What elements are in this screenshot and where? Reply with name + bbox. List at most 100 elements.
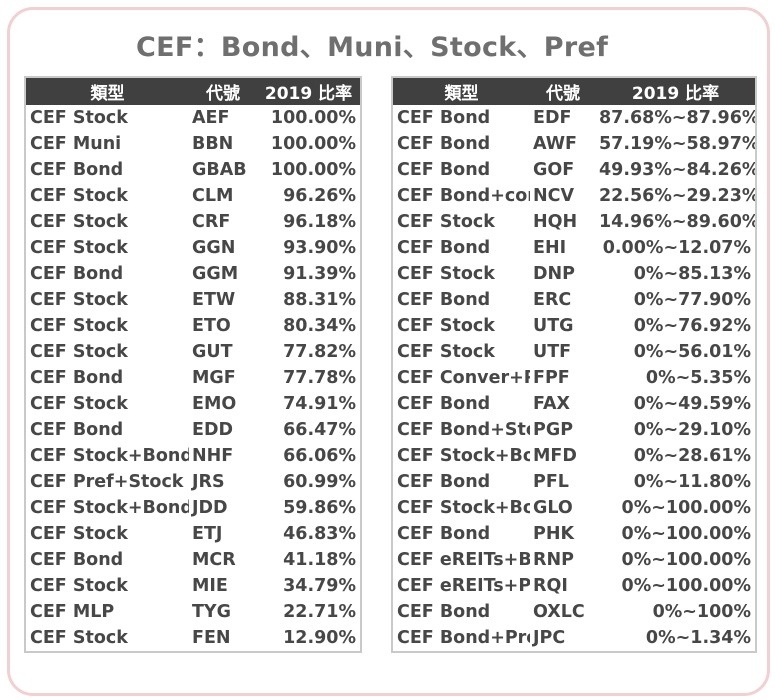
code-cell: CRF bbox=[192, 212, 231, 232]
rate-cell: 0%~100.00% bbox=[621, 524, 751, 544]
table-row: CEF Bond OXLC 0%~100% bbox=[392, 599, 756, 625]
rate-cell: 96.18% bbox=[283, 212, 356, 232]
table-row: CEF Bond MGF 77.78% bbox=[25, 365, 361, 391]
code-cell: FPF bbox=[533, 368, 570, 388]
table-row: CEF Stock UTF 0%~56.01% bbox=[392, 339, 756, 365]
code-cell: DNP bbox=[533, 264, 575, 284]
table-row: CEF Stock+Bond NHF 66.06% bbox=[25, 443, 361, 469]
rate-cell: 0%~100.00% bbox=[621, 498, 751, 518]
right-table-header: 類型 代號 2019 比率 bbox=[392, 77, 756, 105]
rate-cell: 59.86% bbox=[283, 498, 356, 518]
right-table: 類型 代號 2019 比率 CEF Bond EDF 87.68%~87.96% CE… bbox=[391, 76, 757, 653]
code-cell: BBN bbox=[192, 134, 234, 154]
rate-cell: 0%~100.00% bbox=[621, 550, 751, 570]
code-cell: EHI bbox=[533, 238, 567, 258]
type-cell: CEF Stock bbox=[30, 238, 128, 258]
code-cell: GUT bbox=[192, 342, 233, 362]
type-cell: CEF Stock bbox=[30, 316, 128, 336]
header-rate: 2019 比率 bbox=[257, 77, 361, 105]
type-cell: CEF Stock bbox=[30, 342, 128, 362]
table-row: CEF Bond PHK 0%~100.00% bbox=[392, 521, 756, 547]
rate-cell: 80.34% bbox=[283, 316, 356, 336]
type-cell: CEF Stock bbox=[30, 394, 128, 414]
code-cell: EDD bbox=[192, 420, 234, 440]
table-row: CEF Stock AEF 100.00% bbox=[25, 105, 361, 131]
type-cell: CEF Stock bbox=[30, 108, 128, 128]
code-cell: FEN bbox=[192, 628, 231, 648]
table-row: CEF Stock+BonGLO 0%~100.00% bbox=[392, 495, 756, 521]
code-cell: MGF bbox=[192, 368, 236, 388]
table-row: CEF Pref+Stock JRS 60.99% bbox=[25, 469, 361, 495]
rate-cell: 0%~76.92% bbox=[633, 316, 751, 336]
code-cell: AEF bbox=[192, 108, 230, 128]
type-cell: CEF Bond bbox=[397, 524, 491, 544]
table-row: CEF Stock GGN 93.90% bbox=[25, 235, 361, 261]
type-cell: CEF Pref+Stock bbox=[30, 472, 184, 492]
table-row: CEF Stock ETJ 46.83% bbox=[25, 521, 361, 547]
table-row: CEF Bond EDD 66.47% bbox=[25, 417, 361, 443]
code-cell: MIE bbox=[192, 576, 228, 596]
rate-cell: 0%~100% bbox=[652, 602, 751, 622]
table-row: CEF Bond GBAB 100.00% bbox=[25, 157, 361, 183]
type-cell: CEF Bond bbox=[30, 368, 124, 388]
page-title: CEF：Bond、Muni、Stock、Pref bbox=[136, 32, 609, 63]
table-row: CEF Bond GOF 49.93%~84.26% bbox=[392, 157, 756, 183]
rate-cell: 49.93%~84.26% bbox=[599, 160, 756, 180]
header-type: 類型 bbox=[392, 77, 530, 105]
table-row: CEF eREITs+Pr RQI 0%~100.00% bbox=[392, 573, 756, 599]
rate-cell: 87.68%~87.96% bbox=[599, 108, 756, 128]
rate-cell: 57.19%~58.97% bbox=[599, 134, 756, 154]
code-cell: PHK bbox=[533, 524, 575, 544]
table-row: CEF Stock+Bond JDD 59.86% bbox=[25, 495, 361, 521]
type-cell: CEF Stock bbox=[30, 628, 128, 648]
rate-cell: 91.39% bbox=[283, 264, 356, 284]
code-cell: EMO bbox=[192, 394, 237, 414]
rate-cell: 34.79% bbox=[283, 576, 356, 596]
type-cell: CEF Bond bbox=[30, 550, 124, 570]
table-row: CEF Stock GUT 77.82% bbox=[25, 339, 361, 365]
type-cell: CEF Stock+Bon bbox=[397, 498, 530, 518]
table-row: CEF Bond ERC 0%~77.90% bbox=[392, 287, 756, 313]
table-row: CEF Bond AWF 57.19%~58.97% bbox=[392, 131, 756, 157]
type-cell: CEF Bond bbox=[397, 290, 491, 310]
code-cell: PGP bbox=[533, 420, 574, 440]
code-cell: PFL bbox=[533, 472, 569, 492]
type-cell: CEF Bond bbox=[30, 420, 124, 440]
code-cell: MFD bbox=[533, 446, 577, 466]
code-cell: FAX bbox=[533, 394, 570, 414]
type-cell: CEF Stock bbox=[397, 342, 495, 362]
type-cell: CEF Conver+Pr bbox=[397, 368, 530, 388]
type-cell: CEF Stock+Bond bbox=[30, 498, 189, 518]
rate-cell: 66.47% bbox=[283, 420, 356, 440]
header-type: 類型 bbox=[25, 77, 189, 105]
rate-cell: 0%~11.80% bbox=[633, 472, 751, 492]
type-cell: CEF Bond bbox=[397, 602, 491, 622]
table-row: CEF Stock DNP 0%~85.13% bbox=[392, 261, 756, 287]
header-code: 代號 bbox=[530, 77, 596, 105]
left-table: 類型 代號 2019 比率 CEF Stock AEF 100.00% CEF Mun… bbox=[24, 76, 362, 653]
table-row: CEF Stock ETW 88.31% bbox=[25, 287, 361, 313]
rate-cell: 41.18% bbox=[283, 550, 356, 570]
table-row: CEF Bond MCR 41.18% bbox=[25, 547, 361, 573]
code-cell: CLM bbox=[192, 186, 234, 206]
rate-cell: 77.82% bbox=[283, 342, 356, 362]
type-cell: CEF Bond bbox=[397, 108, 491, 128]
type-cell: CEF Stock bbox=[30, 290, 128, 310]
code-cell: UTG bbox=[533, 316, 574, 336]
rate-cell: 46.83% bbox=[283, 524, 356, 544]
card-frame bbox=[7, 7, 770, 696]
code-cell: RNP bbox=[533, 550, 574, 570]
type-cell: CEF Bond+conv bbox=[397, 186, 530, 206]
rate-cell: 0.00%~12.07% bbox=[602, 238, 751, 258]
code-cell: ERC bbox=[533, 290, 572, 310]
table-row: CEF eREITs+Bc RNP 0%~100.00% bbox=[392, 547, 756, 573]
code-cell: NCV bbox=[533, 186, 575, 206]
type-cell: CEF Bond bbox=[397, 394, 491, 414]
rate-cell: 14.96%~89.60% bbox=[599, 212, 756, 232]
code-cell: AWF bbox=[533, 134, 578, 154]
rate-cell: 60.99% bbox=[283, 472, 356, 492]
code-cell: ETJ bbox=[192, 524, 223, 544]
rate-cell: 93.90% bbox=[283, 238, 356, 258]
code-cell: ETO bbox=[192, 316, 231, 336]
rate-cell: 88.31% bbox=[283, 290, 356, 310]
